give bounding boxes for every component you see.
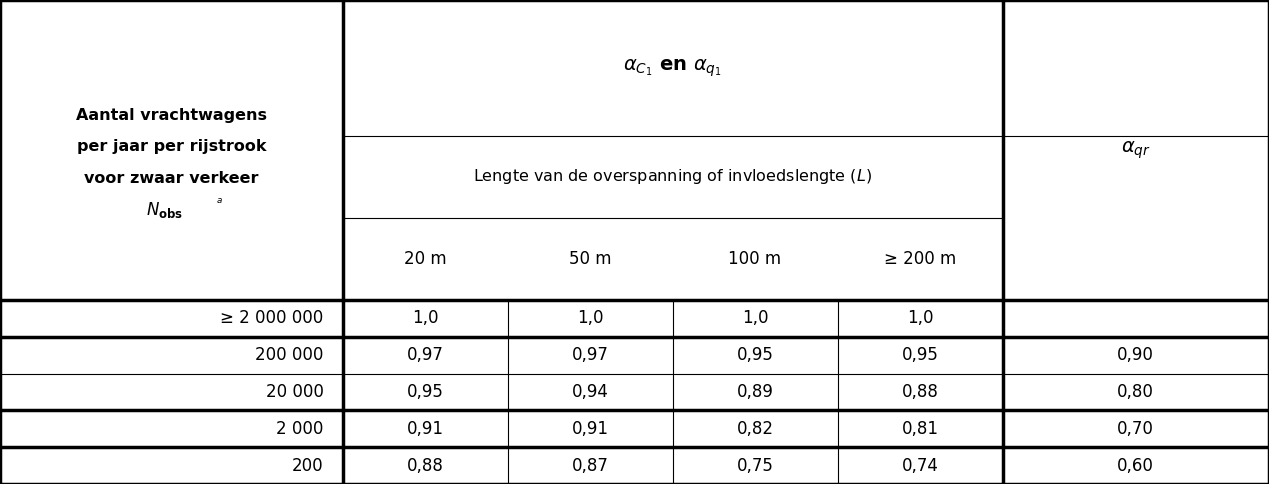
- Text: 0,80: 0,80: [1117, 383, 1155, 401]
- Text: 100 m: 100 m: [728, 250, 782, 268]
- Text: 1,0: 1,0: [577, 309, 603, 328]
- Bar: [0, 136, 1269, 447]
- Text: ≥ 200 m: ≥ 200 m: [884, 250, 956, 268]
- Text: 0,60: 0,60: [1117, 456, 1155, 475]
- Text: 0,81: 0,81: [901, 420, 939, 438]
- Text: 1,0: 1,0: [907, 309, 933, 328]
- Text: 0,87: 0,87: [571, 456, 609, 475]
- Text: $\alpha_{qr}$: $\alpha_{qr}$: [1121, 139, 1151, 161]
- Text: 0,95: 0,95: [736, 346, 774, 364]
- Text: 1,0: 1,0: [412, 309, 438, 328]
- Text: 0,91: 0,91: [571, 420, 609, 438]
- Text: 0,89: 0,89: [736, 383, 774, 401]
- Text: ≥ 2 000 000: ≥ 2 000 000: [221, 309, 324, 328]
- Text: 200 000: 200 000: [255, 346, 324, 364]
- Text: 20 000: 20 000: [265, 383, 324, 401]
- Text: $N_\mathregular{obs}$: $N_\mathregular{obs}$: [146, 200, 184, 220]
- Text: 20 m: 20 m: [404, 250, 447, 268]
- Text: 50 m: 50 m: [569, 250, 612, 268]
- Text: 0,88: 0,88: [901, 383, 939, 401]
- Text: 0,97: 0,97: [571, 346, 609, 364]
- Text: 0,91: 0,91: [406, 420, 444, 438]
- Text: 2 000: 2 000: [277, 420, 324, 438]
- Text: 0,70: 0,70: [1117, 420, 1155, 438]
- Text: Lengte van de overspanning of invloedslengte ($L$): Lengte van de overspanning of invloedsle…: [473, 167, 872, 186]
- Text: $\alpha_{C_1}$ en $\alpha_{q_1}$: $\alpha_{C_1}$ en $\alpha_{q_1}$: [623, 57, 722, 78]
- Text: 0,95: 0,95: [406, 383, 444, 401]
- Text: Aantal vrachtwagens: Aantal vrachtwagens: [76, 108, 266, 123]
- Text: 0,94: 0,94: [571, 383, 609, 401]
- Text: 0,88: 0,88: [406, 456, 444, 475]
- Text: 1,0: 1,0: [742, 309, 768, 328]
- Text: $^a$: $^a$: [216, 197, 223, 210]
- Text: 200: 200: [292, 456, 324, 475]
- Text: voor zwaar verkeer: voor zwaar verkeer: [84, 171, 259, 186]
- Text: 0,75: 0,75: [736, 456, 774, 475]
- Text: 0,82: 0,82: [736, 420, 774, 438]
- Text: 0,90: 0,90: [1117, 346, 1155, 364]
- Text: 0,95: 0,95: [901, 346, 939, 364]
- Text: 0,74: 0,74: [901, 456, 939, 475]
- Text: 0,97: 0,97: [406, 346, 444, 364]
- Text: per jaar per rijstrook: per jaar per rijstrook: [76, 139, 266, 154]
